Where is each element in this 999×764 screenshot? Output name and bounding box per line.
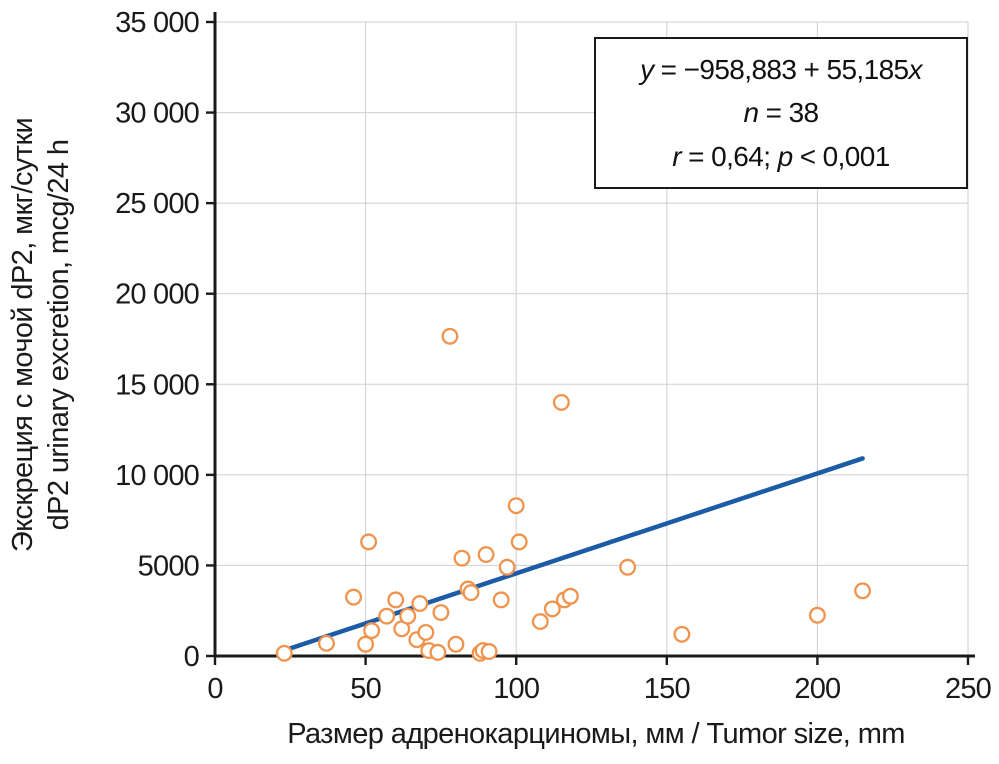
tick-labels: 0 50 100 150 200 250 0 5000 10 000 15 000 20 000 25…: [115, 7, 992, 705]
data-point: [808, 606, 826, 624]
y-axis-label: Экскреция с мочой dP2, мкг/сутки dP2 uri…: [7, 118, 75, 552]
math-symbol: y: [640, 54, 654, 85]
x-tick-label: 0: [207, 673, 222, 705]
data-point: [441, 327, 459, 345]
data-point: [498, 558, 516, 576]
data-point: [462, 584, 480, 602]
math-symbol: n: [743, 97, 759, 129]
data-point: [363, 622, 381, 640]
data-point: [378, 607, 396, 625]
data-point: [417, 624, 435, 641]
y-tick-label: 35 000: [115, 7, 199, 39]
math-symbol: r: [672, 140, 681, 172]
y-axis-label-line-2: dP2 urinary excretion, mcg/24 h: [43, 140, 75, 531]
math-symbol: x: [908, 54, 923, 85]
x-tick-label: 100: [493, 673, 539, 705]
y-tick-label: 10 000: [115, 460, 199, 492]
regression-line: [282, 456, 865, 653]
math-symbol: p: [777, 140, 794, 172]
data-point: [360, 533, 378, 551]
data-point: [447, 635, 465, 653]
data-point: [317, 634, 335, 652]
data-point: [477, 546, 495, 564]
data-point: [480, 643, 498, 660]
data-point: [507, 497, 525, 515]
annotation-line: r = 0,64; p < 0,001: [600, 135, 962, 178]
annotation-line: n = 38: [600, 91, 962, 134]
data-point: [357, 635, 375, 653]
y-axis-label-line-1: Экскреция с мочой dP2, мкг/сутки: [7, 118, 39, 552]
annotation-text: = 38: [758, 97, 819, 129]
data-point: [429, 643, 447, 661]
data-point: [275, 644, 293, 662]
data-point: [619, 558, 637, 576]
annotation-text: < 0,001: [792, 140, 891, 172]
x-tick-label: 200: [794, 673, 840, 705]
data-point: [399, 607, 417, 625]
x-axis-label: Размер адренокарциномы, мм / Tumor size,…: [287, 718, 905, 750]
data-point: [510, 533, 528, 551]
y-tick-label: 0: [184, 641, 199, 673]
y-tick-label: 30 000: [115, 98, 199, 130]
annotation-text: = 0,64;: [680, 140, 778, 172]
x-tick-label: 50: [350, 673, 381, 705]
data-point: [345, 588, 363, 606]
data-point: [673, 625, 691, 643]
axes: [213, 12, 975, 658]
data-point: [411, 595, 429, 612]
data-point: [531, 613, 549, 631]
y-tick-label: 25 000: [115, 188, 199, 220]
annotation-text: = −958,883 + 55,185: [653, 54, 909, 85]
data-point: [854, 582, 872, 600]
data-point: [543, 600, 561, 618]
data-points: [275, 327, 872, 662]
x-tick-label: 250: [945, 673, 991, 705]
data-point: [561, 587, 579, 605]
data-point: [552, 393, 570, 411]
x-tick-label: 150: [644, 673, 690, 705]
annotation-line: y = −958,883 + 55,185x: [600, 48, 962, 91]
y-tick-label: 5000: [138, 550, 199, 582]
annotation-box: y = −958,883 + 55,185x n = 38 r = 0,64; p …: [594, 37, 968, 190]
data-point: [432, 604, 450, 621]
data-point: [387, 591, 405, 609]
data-point: [492, 591, 510, 609]
data-point: [453, 549, 471, 567]
y-tick-label: 15 000: [115, 369, 199, 401]
y-tick-label: 20 000: [115, 279, 199, 311]
